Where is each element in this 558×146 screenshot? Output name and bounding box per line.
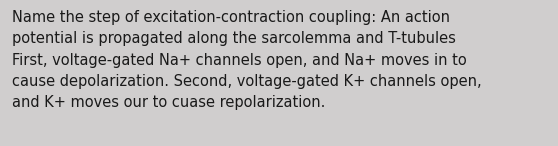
Text: Name the step of excitation-contraction coupling: An action
potential is propaga: Name the step of excitation-contraction … [12, 10, 482, 110]
